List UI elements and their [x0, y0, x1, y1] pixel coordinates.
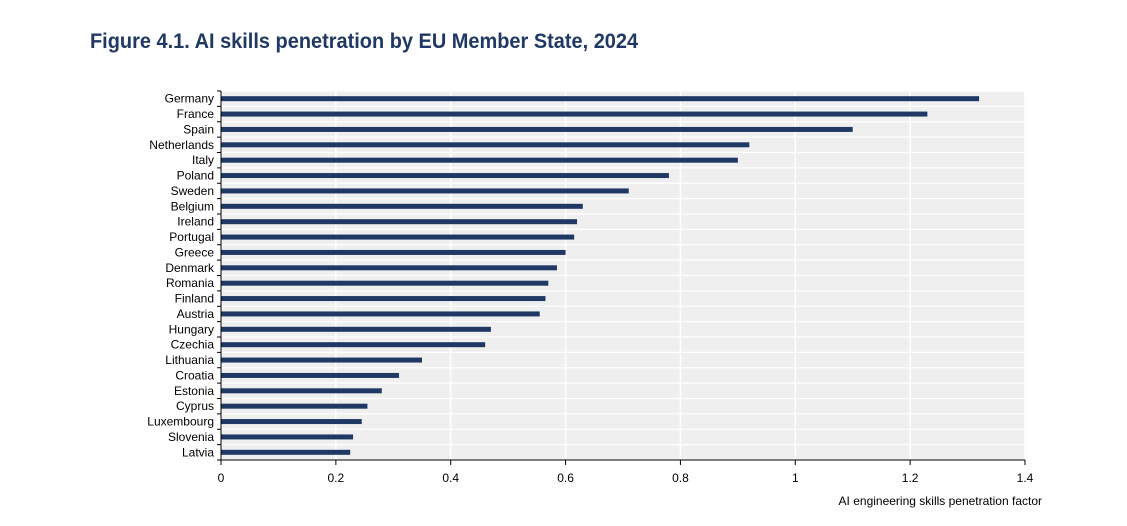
bar-germany	[221, 96, 980, 102]
category-label-croatia: Croatia	[175, 368, 214, 382]
x-tick-label: 0.2	[328, 471, 345, 485]
category-label-germany: Germany	[165, 92, 214, 106]
x-tick-labels: 0 0.2 0.4 0.6 0.8 1 1.2 1.4	[218, 471, 1034, 485]
bar-estonia	[221, 388, 382, 394]
category-label-latvia: Latvia	[182, 445, 214, 459]
bar-cyprus	[221, 403, 368, 409]
bars	[221, 96, 980, 455]
axes	[217, 90, 1026, 465]
x-tick-label: 1.2	[902, 471, 919, 485]
bar-austria	[221, 311, 540, 317]
bar-denmark	[221, 265, 557, 271]
category-label-sweden: Sweden	[171, 184, 214, 198]
bar-romania	[221, 280, 549, 286]
bar-luxembourg	[221, 419, 362, 425]
bar-slovenia	[221, 434, 354, 440]
figure-title: Figure 4.1. AI skills penetration by EU …	[90, 30, 639, 53]
category-label-italy: Italy	[192, 153, 214, 167]
bar-belgium	[221, 203, 583, 209]
bar-latvia	[221, 449, 351, 455]
bar-sweden	[221, 188, 629, 194]
category-label-slovenia: Slovenia	[168, 430, 214, 444]
category-label-luxembourg: Luxembourg	[147, 415, 214, 429]
x-tick-label: 0.6	[557, 471, 574, 485]
category-label-finland: Finland	[175, 292, 214, 306]
category-label-poland: Poland	[177, 169, 214, 183]
x-tick-label: 1.4	[1017, 471, 1034, 485]
category-label-czechia: Czechia	[171, 338, 215, 352]
bar-greece	[221, 249, 566, 255]
x-tick-label: 1	[792, 471, 799, 485]
bar-czechia	[221, 342, 486, 348]
category-label-hungary: Hungary	[169, 322, 214, 336]
category-label-ireland: Ireland	[177, 215, 214, 229]
category-label-belgium: Belgium	[171, 199, 214, 213]
x-tick-label: 0.4	[442, 471, 459, 485]
category-label-lithuania: Lithuania	[165, 353, 214, 367]
category-label-romania: Romania	[166, 276, 214, 290]
category-label-cyprus: Cyprus	[176, 399, 214, 413]
category-label-portugal: Portugal	[169, 230, 214, 244]
bar-italy	[221, 157, 738, 163]
bar-portugal	[221, 234, 575, 240]
category-label-greece: Greece	[175, 245, 215, 259]
category-label-estonia: Estonia	[174, 384, 214, 398]
bar-spain	[221, 126, 853, 132]
bar-ireland	[221, 219, 578, 225]
x-tick-label: 0.8	[672, 471, 689, 485]
category-label-denmark: Denmark	[165, 261, 215, 275]
bar-poland	[221, 173, 669, 179]
category-label-spain: Spain	[183, 122, 214, 136]
bar-finland	[221, 296, 546, 302]
category-label-france: France	[177, 107, 215, 121]
bar-netherlands	[221, 142, 750, 148]
x-axis-title: AI engineering skills penetration factor	[839, 494, 1042, 508]
x-tick-label: 0	[218, 471, 225, 485]
bar-hungary	[221, 326, 491, 332]
bar-france	[221, 111, 928, 117]
bar-lithuania	[221, 357, 422, 363]
category-label-austria: Austria	[177, 307, 215, 321]
category-label-netherlands: Netherlands	[149, 138, 214, 152]
bar-croatia	[221, 372, 400, 378]
